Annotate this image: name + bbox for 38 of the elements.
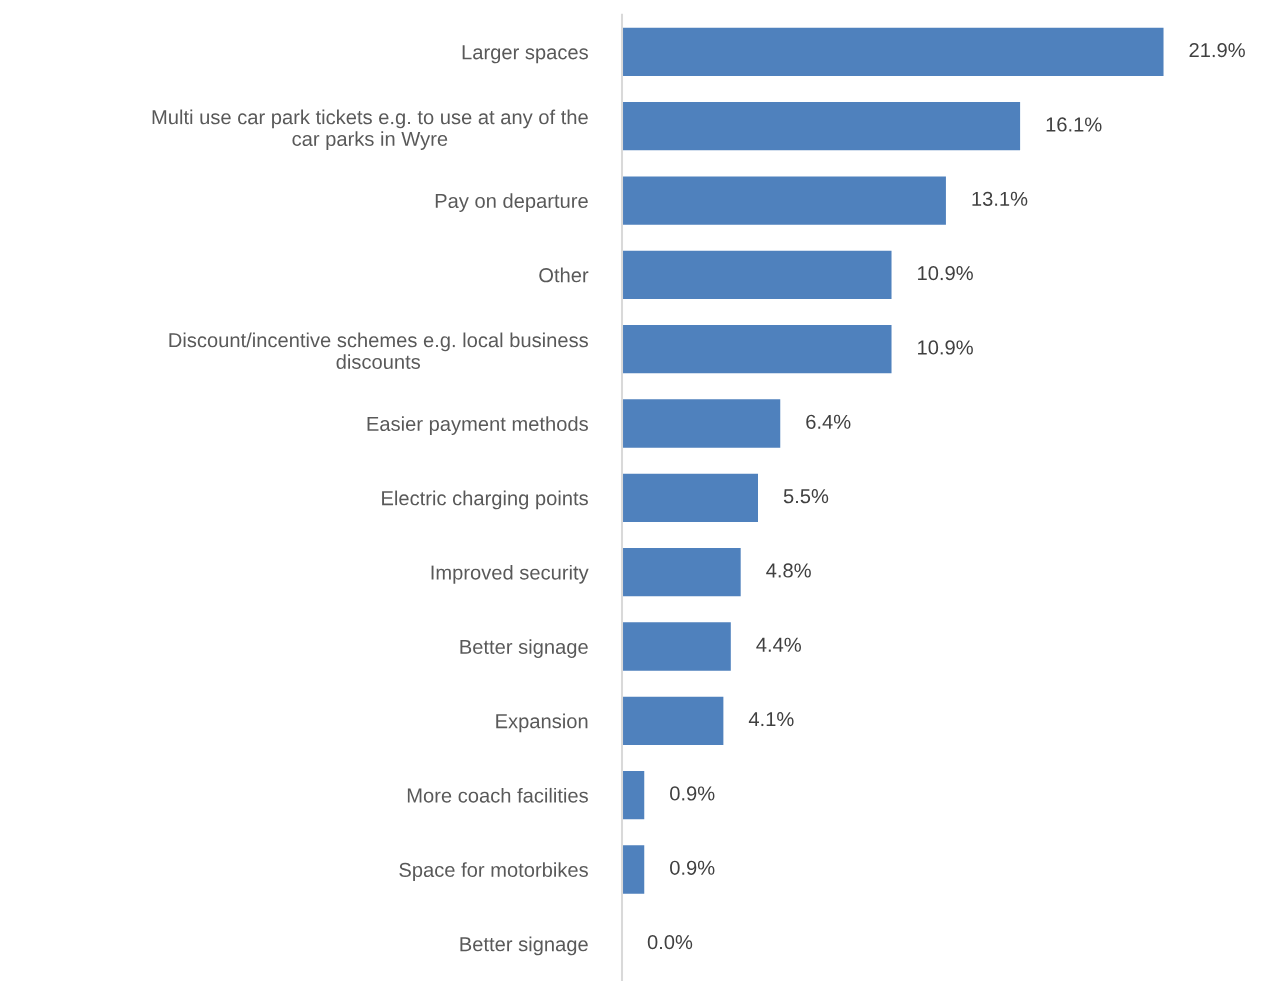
bar [622,176,946,225]
bar [622,102,1021,151]
bar [622,473,758,523]
y-tick-label: Multi use car park tickets e.g. to use at any of the car parks in Wyre [152,109,588,150]
data-label: 0.9% [670,860,715,875]
bar [622,325,892,374]
data-label: 4.4% [756,637,801,652]
y-tick-label: Better signage [460,639,588,658]
data-label: 21.9% [1189,43,1245,58]
data-label: 13.1% [972,191,1028,206]
data-label: 6.4% [806,414,851,429]
y-tick-label: More coach facilities [407,787,588,803]
data-label: 16.1% [1046,117,1102,132]
bar [622,250,892,300]
y-tick-label: Expansion [496,713,588,733]
data-label: 0.9% [670,786,715,801]
data-label: 5.5% [783,489,829,504]
bar [622,696,724,745]
bar [622,399,781,448]
data-label: 10.9% [918,266,973,281]
y-tick-label: Pay on departure [435,193,588,213]
y-tick-label: Better signage [460,936,588,956]
bar [622,622,731,671]
y-tick-label: Electric charging points [382,490,588,510]
y-tick-label: Space for motorbikes [399,862,588,881]
bar [622,548,741,597]
data-label: 4.1% [748,712,794,727]
data-label: 0.0% [647,934,693,950]
bar [622,845,645,894]
y-tick-label: Improved security [431,564,589,584]
y-tick-label: Discount/incentive schemes e.g. local business discounts [169,332,588,369]
y-tick-label: Easier payment methods [367,416,588,435]
bar [622,771,645,820]
bar [622,27,1164,77]
data-label: 4.8% [766,563,811,578]
data-label: 10.9% [918,340,973,355]
y-tick-label: Other [539,267,589,283]
y-tick-label: Larger spaces [462,45,588,64]
